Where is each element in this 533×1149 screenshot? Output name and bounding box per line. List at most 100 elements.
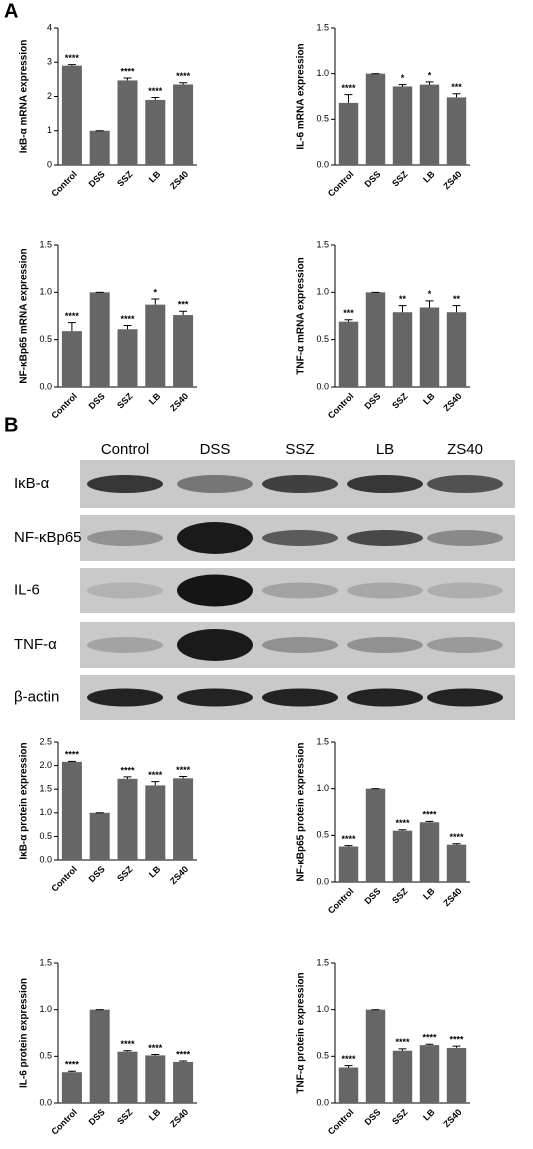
y-tick-label: 0.0	[316, 159, 329, 169]
significance: ****	[120, 66, 135, 76]
y-tick-label: 1.0	[39, 807, 52, 817]
blot-band	[427, 688, 503, 707]
significance: ***	[178, 300, 189, 310]
error-bar	[452, 93, 461, 98]
x-tick-label: SSZ	[115, 169, 135, 189]
y-tick-label: 2.5	[39, 736, 52, 746]
blot-band	[177, 522, 253, 554]
x-tick-label: LB	[421, 391, 437, 407]
x-tick-label: LB	[147, 391, 163, 407]
x-tick-label: SSZ	[115, 1107, 135, 1127]
x-tick-label: DSS	[87, 1107, 107, 1127]
blot-band	[347, 637, 423, 653]
y-tick-label: 4	[47, 22, 52, 32]
bar	[446, 1047, 467, 1103]
blot-band	[347, 530, 423, 546]
bar	[365, 1009, 386, 1103]
bar	[173, 778, 194, 860]
y-tick-label: 1.0	[316, 783, 329, 793]
x-tick-label: DSS	[362, 886, 382, 906]
blot-band	[87, 688, 163, 707]
bar	[365, 292, 386, 387]
bar	[61, 65, 82, 165]
significance: ****	[148, 1043, 163, 1053]
significance: *	[428, 289, 432, 299]
error-bar	[179, 310, 188, 316]
significance: ****	[341, 83, 356, 93]
error-bar	[179, 82, 188, 85]
bar	[145, 1055, 166, 1103]
y-tick-label: 1.5	[316, 736, 329, 746]
x-tick-label: LB	[421, 1107, 437, 1123]
blot-band	[347, 475, 423, 493]
panel-label: B	[4, 414, 18, 436]
y-tick-label: 0.5	[39, 1051, 52, 1061]
y-tick-label: 0.0	[39, 381, 52, 391]
bar	[89, 292, 110, 387]
y-axis-label: NF-κBp65 protein expression	[296, 743, 307, 882]
significance: ****	[449, 1034, 464, 1044]
bar	[173, 315, 194, 387]
significance: ****	[176, 71, 191, 81]
significance: *	[401, 73, 405, 83]
bar	[446, 97, 467, 165]
x-tick-label: ZS40	[168, 864, 190, 886]
bar	[117, 329, 138, 387]
y-axis-label: IκB-α protein expression	[19, 742, 30, 859]
y-tick-label: 0.0	[39, 1097, 52, 1107]
blot-band	[87, 530, 163, 546]
bar	[392, 312, 413, 387]
significance: ****	[395, 1037, 410, 1047]
error-bar	[425, 820, 434, 823]
blot-band	[262, 637, 338, 653]
y-tick-label: 2.0	[39, 760, 52, 770]
y-axis-label: IL-6 mRNA expression	[296, 43, 307, 149]
bar	[446, 844, 467, 882]
x-tick-label: DSS	[362, 169, 382, 189]
bar	[117, 80, 138, 165]
bar	[392, 1050, 413, 1103]
bar	[338, 102, 359, 165]
blot-band	[262, 530, 338, 546]
bar	[145, 99, 166, 165]
x-tick-label: ZS40	[441, 169, 463, 191]
error-bar	[398, 829, 407, 831]
row-label: IL-6	[14, 581, 40, 598]
y-tick-label: 0.0	[316, 381, 329, 391]
y-axis-label: TNF-α mRNA expression	[296, 257, 307, 374]
blot-band	[177, 475, 253, 493]
bar	[173, 1061, 194, 1103]
bar	[365, 73, 386, 165]
y-tick-label: 1.0	[316, 1004, 329, 1014]
x-tick-label: ZS40	[168, 391, 190, 413]
bar	[89, 1009, 110, 1103]
blot-band	[262, 475, 338, 493]
blot-band	[427, 530, 503, 546]
significance: ****	[341, 1054, 356, 1064]
x-tick-label: Control	[326, 391, 356, 421]
y-tick-label: 1.0	[316, 68, 329, 78]
error-bar	[123, 1050, 132, 1052]
significance: ****	[120, 314, 135, 324]
x-tick-label: LB	[421, 886, 437, 902]
bar	[338, 1067, 359, 1103]
y-tick-label: 3	[47, 57, 52, 67]
bar	[117, 1051, 138, 1103]
x-tick-label: LB	[147, 864, 163, 880]
error-bar	[425, 81, 434, 85]
error-bar	[398, 84, 407, 87]
bar	[117, 778, 138, 860]
error-bar	[151, 781, 160, 786]
y-axis-label: IL-6 protein expression	[19, 978, 30, 1088]
x-tick-label: ZS40	[441, 1107, 463, 1129]
significance: ****	[65, 311, 80, 321]
x-tick-label: ZS40	[441, 886, 463, 908]
y-tick-label: 0.0	[39, 854, 52, 864]
blot-band	[87, 637, 163, 653]
x-tick-label: LB	[147, 1107, 163, 1123]
error-bar	[151, 97, 160, 100]
blot-band	[177, 688, 253, 707]
y-tick-label: 1.0	[39, 287, 52, 297]
x-tick-label: Control	[326, 886, 356, 916]
bar	[338, 321, 359, 387]
